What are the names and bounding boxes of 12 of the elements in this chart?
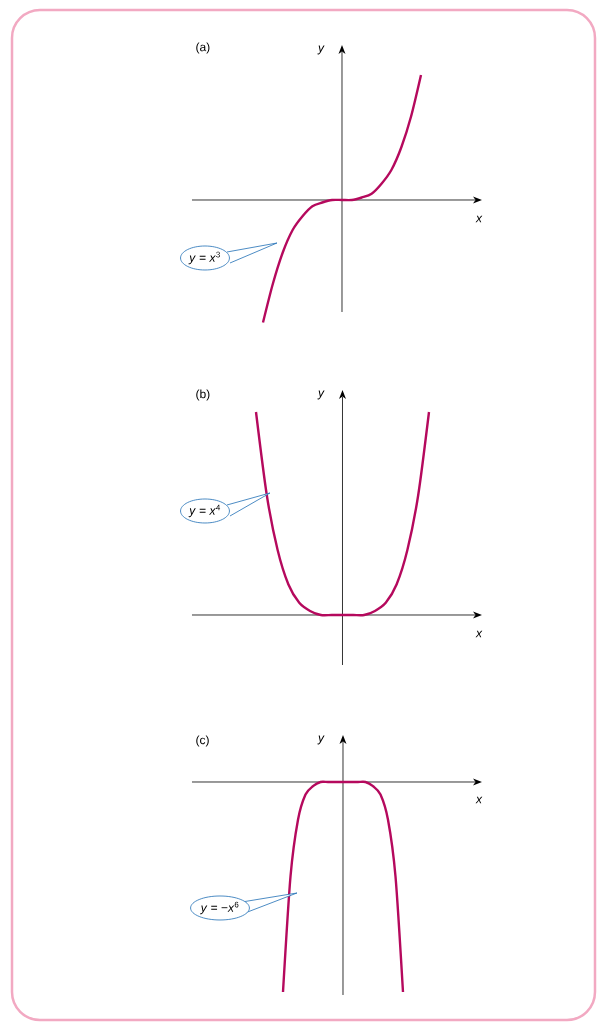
chart-title: (c) [196, 735, 209, 747]
y-axis-title: y [317, 390, 325, 400]
chart-title: (b) [196, 389, 210, 401]
y-axis-title: y [317, 45, 325, 55]
chart-title: (a) [196, 42, 210, 54]
text: y = x$^{4}$ [188, 504, 221, 518]
x-axis-title: x [475, 630, 483, 638]
x-axis-title: x [475, 215, 483, 223]
x-axis-title: x [475, 796, 483, 804]
text: y = −x$^{6}$ [200, 901, 239, 915]
y-axis-title: y [317, 735, 325, 745]
text: y = x$^{3}$ [188, 251, 220, 265]
